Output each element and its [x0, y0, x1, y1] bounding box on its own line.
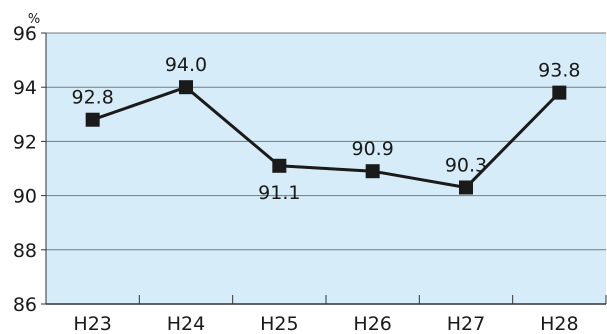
x-tick-label: H25 [260, 313, 298, 334]
y-tick-label: 86 [13, 294, 37, 316]
data-point-marker [459, 180, 473, 195]
data-label: 93.8 [538, 60, 580, 82]
data-point-marker [85, 112, 100, 127]
y-axis-unit-label: % [28, 12, 40, 27]
data-label: 91.1 [258, 182, 300, 204]
series-markers [85, 80, 567, 195]
data-label: 90.3 [445, 154, 487, 176]
y-tick-label: 92 [13, 131, 37, 153]
data-point-marker [179, 80, 193, 95]
data-label: 94.0 [165, 54, 207, 76]
y-tick-label: 88 [13, 240, 37, 262]
y-tick-label: 96 [13, 23, 37, 45]
data-labels: 92.8 94.0 91.1 90.9 90.3 93.8 [72, 54, 581, 204]
x-tick-label: H26 [353, 313, 391, 334]
data-label: 90.9 [352, 138, 394, 160]
series-polyline [92, 85, 561, 190]
y-axis: % [28, 12, 47, 304]
data-point-marker [272, 158, 287, 173]
data-point-marker [552, 85, 567, 100]
x-tick-label: H24 [167, 313, 205, 334]
y-tick-labels: 86 88 90 92 94 96 [13, 23, 46, 316]
x-tick-label: H23 [73, 313, 111, 334]
y-tick-label: 90 [13, 186, 37, 208]
series-line [92, 85, 561, 190]
y-tick-label: 94 [13, 77, 37, 99]
x-tick-label: H27 [447, 313, 485, 334]
x-tick-label: H28 [540, 313, 578, 334]
data-point-marker [365, 164, 380, 179]
data-label: 92.8 [72, 87, 114, 109]
x-tick-labels: H23 H24 H25 H26 H27 H28 [73, 295, 607, 334]
